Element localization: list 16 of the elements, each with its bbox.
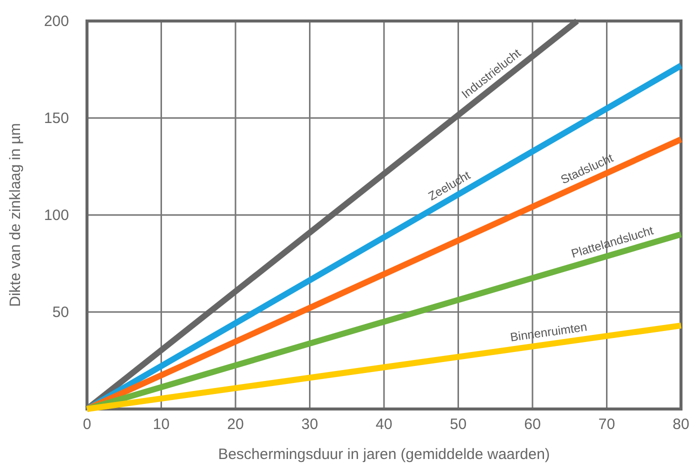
x-tick-label: 70 [598,416,616,433]
x-tick-label: 30 [301,416,318,433]
x-tick-label: 40 [376,416,392,433]
y-tick-label: 150 [44,110,69,127]
y-axis-title: Dikte van de zinklaag in µm [7,123,24,307]
x-tick-label: 50 [450,416,467,433]
y-tick-label: 50 [52,304,69,321]
x-tick-label: 20 [227,416,244,433]
x-axis-title: Beschermingsduur in jaren (gemiddelde waarden) [218,446,550,463]
y-tick-label: 200 [44,13,69,30]
x-tick-label: 10 [152,416,170,433]
x-tick-label: 80 [672,416,690,433]
text: Binnenruimten [509,320,588,344]
x-tick-label: 0 [82,416,92,433]
y-tick-label: 100 [44,207,69,224]
x-tick-label: 60 [524,416,541,433]
